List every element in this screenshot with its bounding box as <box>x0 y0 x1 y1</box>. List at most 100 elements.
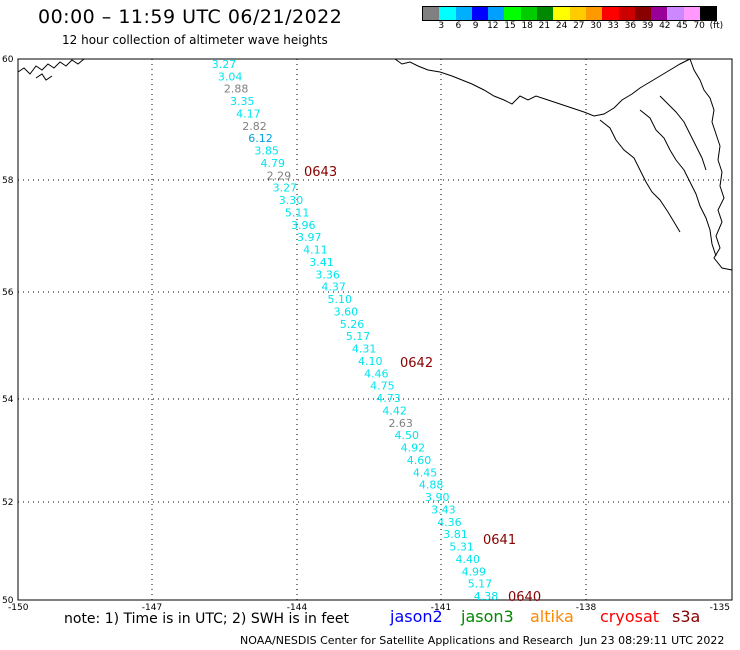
archipelago-coast-1 <box>599 119 681 233</box>
colorbar-swatch <box>569 7 586 20</box>
satellite-label: altika <box>530 607 574 626</box>
wave-height-value: 4.11 <box>303 244 328 257</box>
time-label: 0643 <box>304 165 337 180</box>
wave-height-value: 3.60 <box>334 305 359 318</box>
satellite-label: s3a <box>672 607 701 626</box>
wave-height-value: 4.36 <box>437 516 462 529</box>
colorbar-labels: 3 6 9 12 15 18 21 24 27 30 33 36 39 42 45 70 (ft) <box>422 21 732 35</box>
wave-height-value: 4.37 <box>321 281 346 294</box>
wave-height-value: 3.35 <box>230 95 255 108</box>
wave-height-value: 5.10 <box>328 293 353 306</box>
colorbar-swatch <box>488 7 505 20</box>
colorbar-label: 39 <box>641 21 654 31</box>
wave-height-value: 4.75 <box>370 380 395 393</box>
time-label: 0642 <box>400 356 433 371</box>
lat-tick-label: 60 <box>2 55 14 65</box>
time-label: 0640 <box>508 590 541 605</box>
archipelago-coast-2 <box>639 109 717 257</box>
wave-height-value: 4.45 <box>413 466 438 479</box>
colorbar-swatch <box>700 7 717 20</box>
colorbar-label: 15 <box>504 21 516 31</box>
gulf-alaska-coast <box>394 58 691 117</box>
wave-height-value: 5.11 <box>285 206 310 219</box>
wave-height-value: 4.42 <box>382 404 407 417</box>
wave-height-value: 3.97 <box>297 231 322 244</box>
lon-tick-label: -138 <box>576 603 597 613</box>
southeast-alaska-coast <box>689 58 733 271</box>
wave-height-value: 5.26 <box>340 318 365 331</box>
colorbar-swatch <box>455 7 472 20</box>
page-subtitle: 12 hour collection of altimeter wave hei… <box>62 33 328 47</box>
wave-height-value: 3.81 <box>443 528 468 541</box>
lon-tick-label: -135 <box>710 603 730 613</box>
colorbar-swatch <box>553 7 570 20</box>
wave-height-value: 3.27 <box>273 182 298 195</box>
colorbar-label: 9 <box>472 21 479 31</box>
colorbar-swatch <box>585 7 603 20</box>
colorbar-swatch <box>423 7 440 20</box>
lon-tick-label: -144 <box>287 603 308 613</box>
colorbar-label: 30 <box>590 21 602 31</box>
coastline <box>17 58 733 271</box>
colorbar-label: 42 <box>659 21 671 31</box>
wave-height-value: 2.82 <box>242 120 267 133</box>
wave-height-value: 5.31 <box>449 541 474 554</box>
wave-height-value: 4.40 <box>455 553 480 566</box>
wave-height-value: 3.27 <box>212 58 237 71</box>
colorbar-swatch <box>504 7 521 20</box>
colorbar-label: 33 <box>607 21 619 31</box>
footer-note: note: 1) Time is in UTC; 2) SWH is in fe… <box>64 611 350 627</box>
wave-height-value: 4.31 <box>352 343 377 356</box>
colorbar-label: 18 <box>521 21 533 31</box>
wave-height-value: 5.17 <box>346 330 371 343</box>
wave-height-value: 3.96 <box>291 219 316 232</box>
wave-height-value: 3.04 <box>218 70 243 83</box>
colorbar-label: 45 <box>676 21 688 31</box>
colorbar-label: (ft) <box>709 21 724 31</box>
wave-height-value: 4.92 <box>401 442 426 455</box>
colorbar-label: 3 <box>438 21 445 31</box>
colorbar-label: 36 <box>624 21 637 31</box>
wave-height-value: 6.12 <box>248 132 273 145</box>
map-grid: 60 58 56 54 52 50-150 -147 -144 -141 -138 -135 <box>2 55 732 613</box>
satellite-label: cryosat <box>600 607 660 626</box>
colorbar-label: 6 <box>455 21 462 31</box>
colorbar-swatch <box>602 7 619 20</box>
lat-tick-label: 50 <box>2 596 14 606</box>
wave-height-value: 4.10 <box>358 355 383 368</box>
colorbar-swatch <box>667 7 684 20</box>
lon-tick-label: -147 <box>142 603 162 613</box>
wave-height-value: 2.63 <box>388 417 413 430</box>
wave-height-value: 4.99 <box>462 565 487 578</box>
page-title: 00:00 – 11:59 UTC 06/21/2022 <box>38 6 343 28</box>
wave-height-value: 3.85 <box>254 145 279 158</box>
wave-height-value: 3.41 <box>309 256 334 269</box>
wave-height-value: 4.88 <box>419 479 444 492</box>
lat-tick-label: 54 <box>2 395 14 405</box>
time-labels: 0643 0642 0641 0640 <box>304 165 541 605</box>
colorbar-swatch <box>651 7 668 20</box>
kenai-coast <box>17 58 85 75</box>
colorbar-swatch <box>683 7 701 20</box>
colorbar-swatch <box>537 7 554 20</box>
kenai-inlet <box>35 73 53 81</box>
wave-height-value: 3.30 <box>279 194 304 207</box>
lon-tick-label: -141 <box>431 603 451 613</box>
wave-height-value: 5.17 <box>468 578 493 591</box>
satellite-label: jason3 <box>461 607 514 626</box>
wave-height-value: 3.90 <box>425 491 450 504</box>
colorbar-label: 12 <box>487 21 499 31</box>
wave-height-value: 4.17 <box>236 107 261 120</box>
wave-height-value: 3.43 <box>431 503 456 516</box>
time-label: 0641 <box>483 533 516 548</box>
colorbar <box>422 6 718 21</box>
archipelago-coast-3 <box>659 95 707 171</box>
wave-height-value: 4.73 <box>376 392 401 405</box>
colorbar-label: 70 <box>693 21 705 31</box>
wave-height-value: 3.36 <box>315 268 340 281</box>
colorbar-swatch <box>618 7 635 20</box>
wave-height-value: 2.29 <box>267 169 292 182</box>
timestamp: Jun 23 08:29:11 UTC 2022 <box>580 634 725 647</box>
colorbar-label: 24 <box>555 21 568 31</box>
